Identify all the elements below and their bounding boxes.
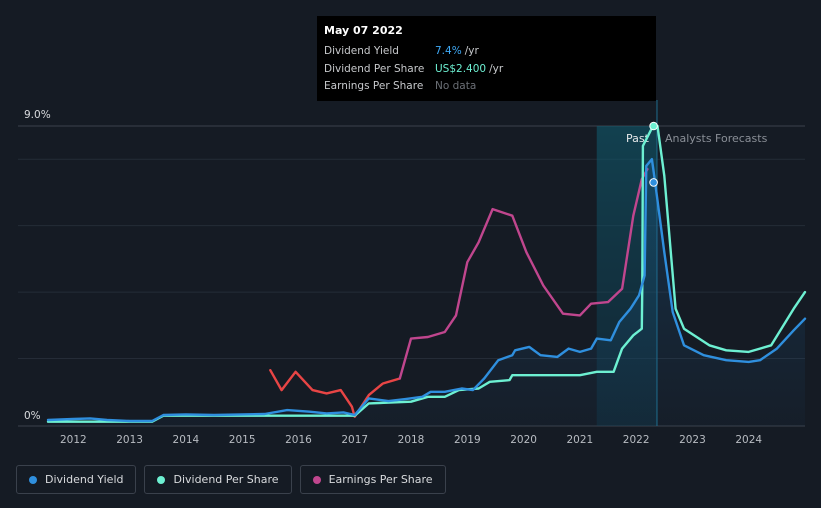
x-tick-label: 2022 <box>623 434 650 446</box>
dividend-yield-area <box>48 159 805 426</box>
legend-item-dividend-per-share[interactable]: Dividend Per Share <box>144 465 292 494</box>
tooltip-unit: /yr <box>464 45 479 57</box>
tooltip-row-dividend-per-share: Dividend Per Share US$2.400 /yr <box>324 61 649 79</box>
tooltip-row-earnings-per-share: Earnings Per Share No data <box>324 78 649 96</box>
legend-item-earnings-per-share[interactable]: Earnings Per Share <box>299 465 446 494</box>
legend-dot-icon <box>312 475 321 484</box>
x-tick-label: 2023 <box>679 434 706 446</box>
tooltip-row-dividend-yield: Dividend Yield 7.4% /yr <box>324 43 649 61</box>
x-tick-label: 2018 <box>398 434 425 446</box>
eps-line-negative-segment <box>269 369 401 418</box>
x-tick-label: 2012 <box>60 434 87 446</box>
dividend-per-share-line <box>46 124 807 423</box>
chart-legend: Dividend Yield Dividend Per Share Earnin… <box>16 465 446 494</box>
x-tick-label: 2013 <box>116 434 143 446</box>
tooltip-value: US$2.400 <box>435 62 487 75</box>
legend-label: Dividend Per Share <box>173 473 279 486</box>
yield-hover-marker <box>649 178 658 187</box>
y-axis-top-label: 9.0% <box>24 109 51 121</box>
tooltip-label: Earnings Per Share <box>324 80 424 92</box>
legend-label: Earnings Per Share <box>328 473 433 486</box>
eps-line <box>398 168 649 380</box>
x-tick-label: 2017 <box>341 434 368 446</box>
forecast-label: Analysts Forecasts <box>665 132 768 145</box>
hover-tooltip: May 07 2022 Dividend Yield 7.4% /yr Divi… <box>317 16 656 101</box>
tooltip-value: 7.4% <box>435 45 462 57</box>
x-tick-label: 2020 <box>510 434 537 446</box>
dividend-yield-line <box>46 158 807 423</box>
x-tick-label: 2016 <box>285 434 312 446</box>
legend-label: Dividend Yield <box>45 473 124 486</box>
x-tick-label: 2019 <box>454 434 481 446</box>
legend-dot-icon <box>157 475 166 484</box>
tooltip-unit: /yr <box>489 62 504 75</box>
tooltip-date: May 07 2022 <box>324 24 403 37</box>
tooltip-label: Dividend Yield <box>324 45 399 57</box>
tooltip-label: Dividend Per Share <box>324 62 425 75</box>
legend-item-dividend-yield[interactable]: Dividend Yield <box>16 465 137 494</box>
x-tick-label: 2024 <box>735 434 762 446</box>
x-tick-label: 2015 <box>229 434 256 446</box>
dps-hover-marker <box>649 121 658 131</box>
x-tick-label: 2014 <box>173 434 200 446</box>
y-axis-bottom-label: 0% <box>24 410 41 422</box>
legend-dot-icon <box>29 475 37 484</box>
x-tick-label: 2021 <box>567 434 594 446</box>
tooltip-value: No data <box>435 80 477 92</box>
